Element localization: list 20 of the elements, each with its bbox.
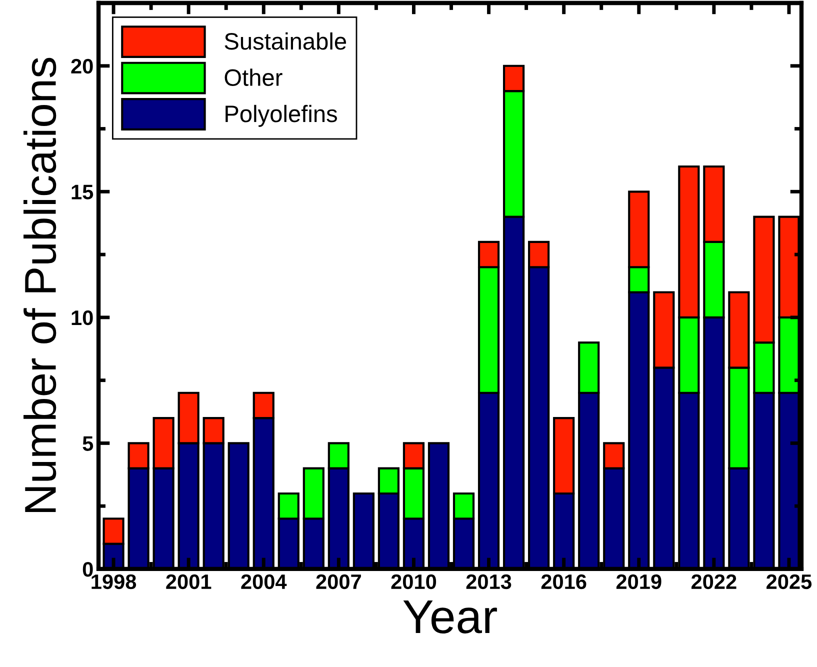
- x-tick-label: 2007: [316, 574, 361, 590]
- y-tick-label: 5: [82, 436, 94, 451]
- x-axis-title: Year: [403, 600, 497, 634]
- y-tick-label: 10: [72, 310, 93, 326]
- legend-label: Polyolefins: [226, 104, 337, 127]
- y-tick-label: 20: [71, 58, 93, 74]
- x-tick-label: 2001: [166, 574, 212, 590]
- y-tick-label: 0: [82, 562, 93, 577]
- legend-label: Other: [224, 68, 282, 86]
- legend-label: Sustainable: [224, 32, 346, 50]
- x-tick-label: 2025: [766, 574, 812, 590]
- x-tick-label: 2004: [241, 574, 287, 590]
- x-tick-label: 2019: [616, 574, 662, 590]
- x-tick-label: 2016: [541, 574, 586, 590]
- x-tick-label: 1998: [92, 574, 136, 590]
- x-tick-label: 2013: [466, 574, 512, 590]
- y-tick-label: 15: [72, 184, 94, 200]
- y-axis-title: Number of Publications: [24, 58, 56, 512]
- x-tick-label: 2010: [391, 574, 436, 590]
- x-tick-label: 2022: [691, 574, 736, 590]
